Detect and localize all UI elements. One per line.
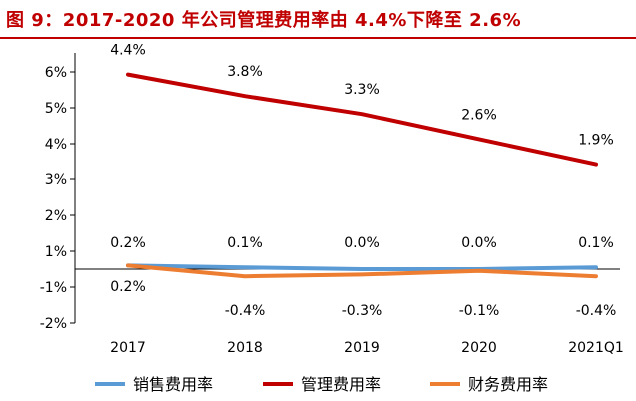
- legend-label: 管理费用率: [301, 375, 381, 394]
- y-tick-label: 5%: [45, 101, 67, 117]
- data-label: 0.0%: [461, 235, 497, 251]
- series-line-2: [126, 72, 598, 167]
- data-label: -0.4%: [225, 303, 266, 319]
- series-line-1: [126, 263, 598, 271]
- legend-label: 财务费用率: [468, 375, 548, 394]
- x-tick-label: 2018: [227, 340, 263, 356]
- data-label: -0.4%: [576, 303, 617, 319]
- y-tick-label: 3%: [45, 172, 67, 188]
- data-label: 0.1%: [578, 235, 614, 251]
- y-tick-label: -1%: [40, 280, 67, 296]
- data-label: 0.2%: [110, 279, 146, 295]
- data-label: 0.1%: [227, 235, 263, 251]
- data-label: 0.2%: [110, 235, 146, 251]
- y-tick-label: 4%: [45, 137, 67, 153]
- chart-title: 图 9：2017-2020 年公司管理费用率由 4.4%下降至 2.6%: [6, 10, 522, 31]
- x-tick-label: 2017: [110, 340, 146, 356]
- title-underline: [0, 37, 636, 39]
- data-label: 1.9%: [578, 133, 614, 149]
- series-line-3: [126, 263, 598, 279]
- data-label: 4.4%: [110, 43, 146, 59]
- x-tick-label: 2019: [344, 340, 380, 356]
- y-tick-label: 6%: [45, 65, 67, 81]
- data-label: 3.3%: [344, 82, 380, 98]
- data-label: 3.8%: [227, 64, 263, 80]
- x-tick-label: 2020: [461, 340, 497, 356]
- y-tick-label: 2%: [45, 208, 67, 224]
- y-tick-label: -2%: [40, 316, 67, 332]
- data-label: -0.1%: [459, 303, 500, 319]
- legend-label: 销售费用率: [133, 375, 213, 394]
- x-tick-label: 2021Q1: [568, 340, 624, 356]
- data-label: -0.3%: [342, 303, 383, 319]
- data-label: 0.0%: [344, 235, 380, 251]
- data-label: 2.6%: [461, 107, 497, 123]
- y-tick-label: 1%: [45, 244, 67, 260]
